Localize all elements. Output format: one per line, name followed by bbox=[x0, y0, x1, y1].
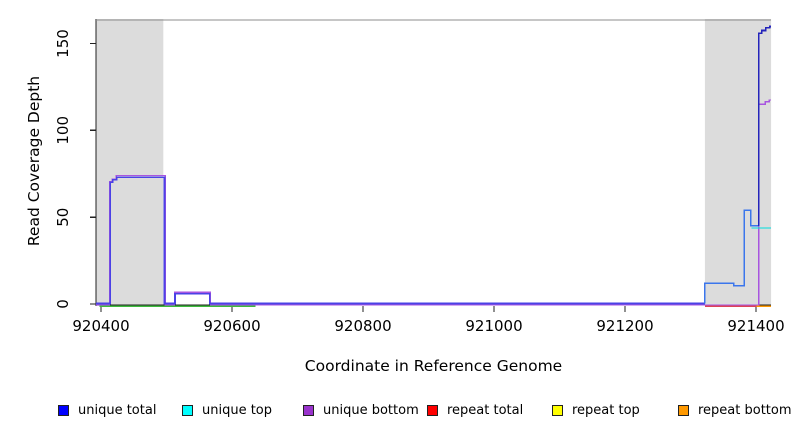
legend-label: repeat total bbox=[447, 402, 524, 418]
unique-bottom bbox=[95, 99, 772, 306]
unique-top-swatch bbox=[182, 404, 193, 416]
masked-region-left bbox=[95, 19, 164, 306]
legend-label: repeat bottom bbox=[698, 402, 792, 418]
legend-item-repeat-total: repeat total bbox=[427, 402, 524, 418]
legend-item-repeat-bottom: repeat bottom bbox=[678, 402, 792, 418]
unique-total-left bbox=[95, 176, 705, 305]
x-tick-label: 921000 bbox=[465, 317, 522, 335]
legend-label: repeat top bbox=[572, 402, 640, 418]
masked-region-right bbox=[704, 19, 772, 306]
x-tick-label: 920400 bbox=[72, 317, 129, 335]
unique-total-peak bbox=[757, 25, 772, 226]
unique-bottom-swatch bbox=[303, 404, 314, 416]
y-tick-label: 150 bbox=[54, 29, 72, 58]
y-tick-label: 0 bbox=[54, 299, 72, 309]
x-tick-label: 921200 bbox=[596, 317, 653, 335]
repeat-top-swatch bbox=[552, 404, 563, 416]
unique-total-swatch bbox=[58, 404, 69, 416]
legend-label: unique top bbox=[202, 402, 273, 418]
repeat-bottom-swatch bbox=[678, 404, 689, 416]
legend-item-unique-bottom: unique bottom bbox=[303, 402, 419, 418]
x-tick-label: 920800 bbox=[334, 317, 391, 335]
repeat-total-swatch bbox=[427, 404, 438, 416]
y-tick-label: 50 bbox=[54, 208, 72, 227]
legend-item-unique-total: unique total bbox=[58, 402, 157, 418]
unique-total-right bbox=[704, 209, 759, 304]
y-tick-label: 100 bbox=[54, 116, 72, 145]
x-tick-label: 920600 bbox=[203, 317, 260, 335]
x-axis-title: Coordinate in Reference Genome bbox=[304, 357, 563, 375]
legend-label: unique bottom bbox=[323, 402, 419, 418]
legend-item-unique-top: unique top bbox=[182, 402, 273, 418]
x-tick-label: 921400 bbox=[727, 317, 784, 335]
y-axis-title: Read Coverage Depth bbox=[25, 75, 43, 247]
legend-item-repeat-top: repeat top bbox=[552, 402, 640, 418]
legend: unique total unique top unique bottom re… bbox=[0, 403, 792, 425]
legend-label: unique total bbox=[78, 402, 157, 418]
